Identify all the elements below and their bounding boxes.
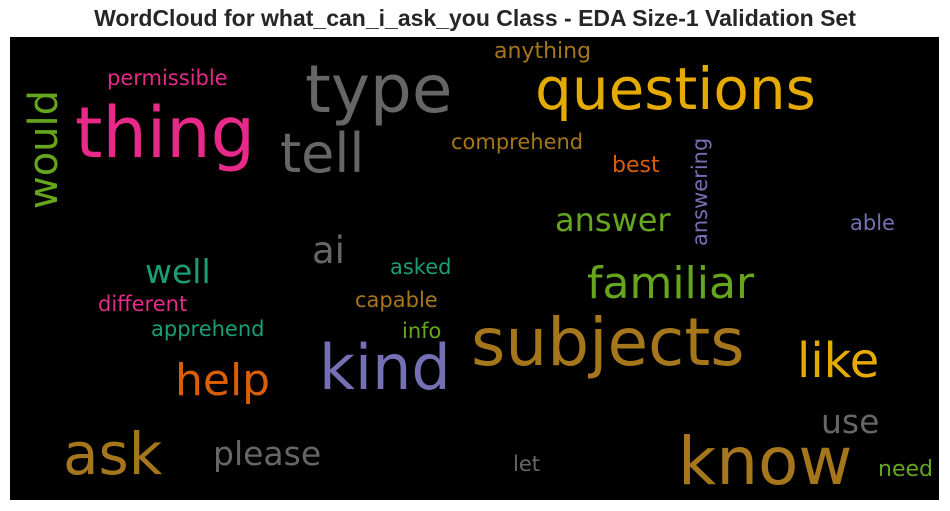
word-tell: tell [280,122,364,185]
word-subjects: subjects [471,304,745,381]
word-apprehend: apprehend [151,317,265,341]
word-please: please [213,434,321,473]
word-kind: kind [319,331,451,404]
word-need: need [878,457,933,482]
word-help: help [175,355,270,406]
word-comprehend: comprehend [451,130,583,154]
word-familiar: familiar [587,258,755,309]
word-type: type [305,51,452,128]
chart-title: WordCloud for what_can_i_ask_you Class -… [94,5,856,31]
word-answer: answer [555,201,671,239]
word-ask: ask [63,420,163,488]
word-anything: anything [494,39,591,64]
word-well: well [145,252,211,291]
word-info: info [402,319,441,343]
word-able: able [850,211,895,235]
word-ai: ai [312,229,345,272]
word-use: use [821,402,879,441]
word-let: let [513,452,540,476]
word-different: different [98,292,187,316]
word-know: know [678,423,852,500]
word-permissible: permissible [107,66,228,90]
word-asked: asked [390,255,451,279]
word-questions: questions [535,55,816,123]
word-like: like [797,333,879,389]
word-thing: thing [75,92,255,174]
word-best: best [612,153,660,178]
word-would: would [21,90,67,209]
word-answering: answering [688,138,712,246]
word-capable: capable [355,288,438,312]
wordcloud-canvas: thing type questions tell would anything permi… [10,37,939,500]
